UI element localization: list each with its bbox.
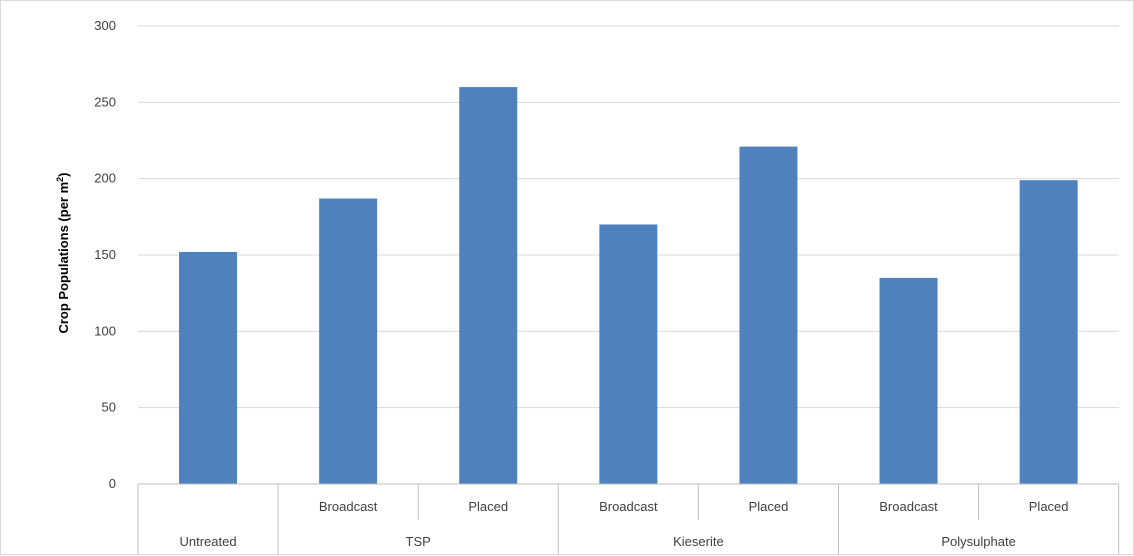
bar: [319, 198, 378, 484]
y-tick-label: 250: [94, 94, 116, 109]
x-group-label: Kieserite: [673, 534, 724, 549]
x-category-label: Broadcast: [599, 499, 658, 514]
x-category-label: Placed: [1029, 499, 1069, 514]
bar: [459, 87, 518, 485]
x-group-label: TSP: [406, 534, 431, 549]
y-tick-label: 150: [94, 247, 116, 262]
x-group-label: Untreated: [180, 534, 237, 549]
y-axis-label-superscript: 2: [55, 177, 65, 182]
axes: [137, 483, 1120, 554]
bar: [739, 146, 798, 484]
y-tick-label: 0: [109, 476, 116, 491]
y-tick-label: 300: [94, 18, 116, 33]
x-category-label: Placed: [749, 499, 789, 514]
labels: 0 50 100 150 200 250 300 Untreated Broadcast Plac…: [94, 18, 1068, 549]
bar: [879, 277, 938, 484]
y-tick-label: 50: [102, 400, 116, 415]
x-category-label: Placed: [468, 499, 508, 514]
y-axis-label-text: Crop Populations (per m: [56, 182, 71, 334]
y-tick-label: 200: [94, 171, 116, 186]
bars: [179, 87, 1078, 485]
y-axis-label-close: ): [56, 172, 71, 176]
bar: [599, 224, 658, 484]
x-category-label: Broadcast: [879, 499, 938, 514]
bar: [1019, 180, 1078, 484]
x-category-label: Broadcast: [319, 499, 378, 514]
bar: [179, 251, 238, 484]
x-group-label: Polysulphate: [941, 534, 1015, 549]
y-axis-label: Crop Populations (per m2): [55, 172, 71, 333]
y-tick-label: 100: [94, 323, 116, 338]
